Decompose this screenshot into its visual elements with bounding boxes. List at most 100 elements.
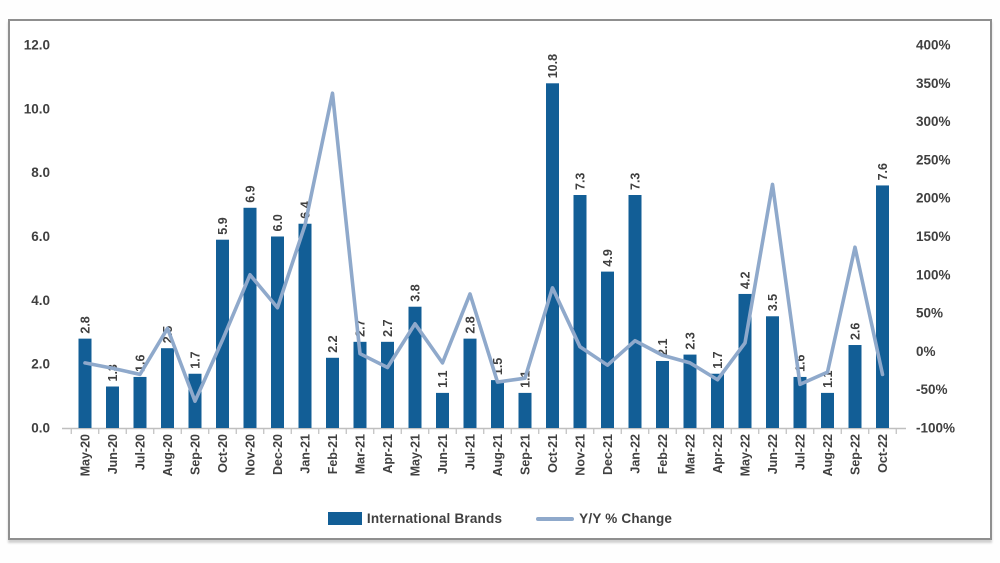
- left-axis-tick-label: 8.0: [31, 165, 50, 180]
- bar-Oct-20: [216, 239, 229, 428]
- bar-Nov-20: [243, 207, 257, 428]
- x-axis-label-Jun-22: Jun-22: [766, 434, 780, 474]
- bar-Sep-22: [848, 345, 862, 428]
- bar-Oct-21: [546, 83, 559, 429]
- bar-Aug-22: [821, 392, 834, 428]
- bar-value-label: 7.3: [629, 173, 643, 190]
- bar-value-label: 2.3: [684, 332, 698, 349]
- x-axis-label-Apr-22: Apr-22: [711, 434, 725, 474]
- bar-Jan-21: [298, 223, 312, 428]
- x-axis-label-Mar-21: Mar-21: [354, 434, 368, 474]
- bar-Dec-21: [601, 271, 614, 428]
- bar-Jun-22: [766, 316, 779, 428]
- bar-Jun-21: [436, 392, 449, 428]
- bar-Jul-20: [133, 376, 147, 428]
- chart-legend: International Brands Y/Y % Change: [10, 511, 990, 526]
- bar-Jan-22: [628, 195, 642, 428]
- bar-value-label: 1.7: [189, 351, 203, 368]
- x-axis-label-Jul-20: Jul-20: [134, 434, 148, 470]
- x-axis-label-Jul-22: Jul-22: [794, 434, 808, 470]
- bar-Feb-21: [326, 357, 339, 428]
- x-axis-label-Nov-21: Nov-21: [574, 434, 588, 476]
- x-axis-label-Jan-21: Jan-21: [299, 434, 313, 474]
- bar-series-label: International Brands: [366, 511, 503, 526]
- bar-value-label: 2.8: [79, 316, 93, 333]
- bar-Feb-22: [656, 360, 669, 428]
- line-series-swatch: [536, 516, 575, 521]
- bar-Apr-21: [381, 341, 394, 428]
- bar-Aug-20: [161, 348, 174, 428]
- bar-value-label: 1.1: [436, 370, 450, 387]
- chart-frame: 0.0 2.0 4.0 6.0 8.0 10.0 12.0 -100% -50% 0% 50% 100…: [8, 19, 992, 540]
- x-axis-label-Nov-20: Nov-20: [244, 434, 258, 476]
- x-axis-label-Sep-22: Sep-22: [849, 434, 863, 475]
- x-axis-label-Aug-22: Aug-22: [821, 434, 835, 476]
- x-axis-label-May-22: May-22: [739, 434, 753, 476]
- x-axis-label-Sep-21: Sep-21: [519, 434, 533, 475]
- bar-value-label: 1.7: [711, 351, 725, 368]
- bar-value-label: 5.9: [216, 217, 230, 234]
- x-axis-label-Aug-21: Aug-21: [491, 434, 505, 476]
- x-axis-label-May-20: May-20: [79, 434, 93, 476]
- chart-plot-area: 0.0 2.0 4.0 6.0 8.0 10.0 12.0 -100% -50% 0% 50% 100…: [24, 38, 955, 477]
- bar-value-label: 2.2: [326, 335, 340, 352]
- x-axis-label-Oct-20: Oct-20: [216, 434, 230, 473]
- left-axis-tick-label: 2.0: [31, 357, 50, 372]
- x-axis-label-Jun-20: Jun-20: [106, 434, 120, 474]
- left-axis-tick-label: 12.0: [24, 38, 50, 53]
- bar-value-label: 3.5: [766, 294, 780, 311]
- right-axis-tick-label: 350%: [916, 76, 951, 91]
- bar-Jul-21: [463, 338, 477, 428]
- bar-value-label: 6.0: [271, 214, 285, 231]
- left-axis-tick-label: 4.0: [31, 293, 50, 308]
- right-axis-tick-label: 0%: [916, 344, 936, 359]
- bar-Jun-20: [106, 386, 119, 428]
- x-axis-label-Jul-21: Jul-21: [464, 434, 478, 470]
- bar-Dec-20: [271, 236, 284, 428]
- right-axis-tick-label: -50%: [916, 382, 948, 397]
- x-axis-label-Oct-21: Oct-21: [546, 434, 560, 473]
- right-axis-tick-label: 250%: [916, 152, 951, 167]
- bar-Aug-21: [491, 380, 504, 428]
- right-axis-tick-label: 200%: [916, 191, 951, 206]
- right-axis-tick-label: -100%: [916, 421, 955, 436]
- x-axis-label-Oct-22: Oct-22: [876, 434, 890, 473]
- bar-value-label: 4.9: [601, 249, 615, 266]
- x-axis-label-Feb-21: Feb-21: [326, 434, 340, 474]
- x-axis-label-Aug-20: Aug-20: [161, 434, 175, 476]
- left-axis-tick-label: 6.0: [31, 229, 50, 244]
- bar-value-label: 4.2: [739, 272, 753, 289]
- bar-Sep-21: [518, 392, 532, 428]
- bar-value-label: 3.8: [409, 284, 423, 301]
- x-axis-label-Jan-22: Jan-22: [629, 434, 643, 474]
- x-axis-label-May-21: May-21: [409, 434, 423, 476]
- bar-value-label: 10.8: [546, 54, 560, 78]
- bar-May-21: [408, 306, 422, 428]
- right-axis-tick-label: 150%: [916, 229, 951, 244]
- x-axis-label-Apr-21: Apr-21: [381, 434, 395, 474]
- bar-Mar-22: [683, 354, 697, 428]
- line-series-label: Y/Y % Change: [579, 511, 673, 526]
- right-axis-tick-label: 100%: [916, 267, 951, 282]
- yy-change-line: [83, 91, 885, 403]
- right-axis-tick-label: 50%: [916, 306, 943, 321]
- bar-Nov-21: [573, 195, 587, 428]
- bar-value-label: 6.9: [244, 185, 258, 202]
- bar-Jul-22: [793, 376, 807, 428]
- bar-value-label: 2.8: [464, 316, 478, 333]
- bar-value-label: 7.6: [876, 163, 890, 180]
- legend-item-yy-change: Y/Y % Change: [536, 511, 672, 526]
- bar-Apr-22: [711, 373, 724, 428]
- bar-Oct-22: [876, 185, 889, 428]
- x-axis-label-Sep-20: Sep-20: [189, 434, 203, 475]
- bar-Mar-21: [353, 341, 367, 428]
- right-axis-tick-label: 300%: [916, 114, 951, 129]
- x-axis-label-Dec-21: Dec-21: [601, 434, 615, 475]
- x-axis-label-Mar-22: Mar-22: [684, 434, 698, 474]
- x-axis-label-Dec-20: Dec-20: [271, 434, 285, 475]
- x-axis-label-Feb-22: Feb-22: [656, 434, 670, 474]
- bar-value-label: 2.7: [381, 319, 395, 336]
- bar-May-20: [78, 338, 92, 428]
- left-axis-tick-label: 10.0: [24, 101, 50, 116]
